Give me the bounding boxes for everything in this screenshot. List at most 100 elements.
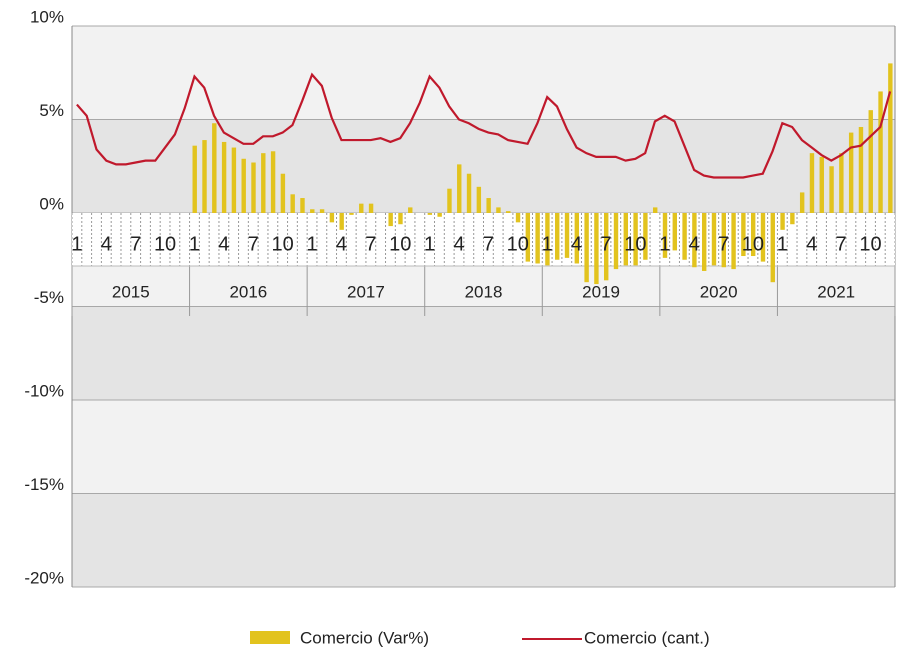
bar: [809, 153, 815, 213]
x-tick-label: 1: [306, 233, 317, 255]
x-tick-label: 7: [483, 233, 494, 255]
bar: [359, 203, 364, 213]
bar: [310, 209, 315, 213]
bar: [300, 198, 305, 213]
bar: [643, 213, 648, 260]
bar: [564, 213, 570, 258]
bar: [868, 110, 873, 213]
bar: [819, 156, 824, 213]
bar: [741, 213, 746, 257]
x-tick-label: 7: [600, 233, 611, 255]
y-tick-label: -5%: [34, 288, 64, 307]
bar: [829, 166, 834, 213]
bar: [672, 213, 678, 251]
bar: [408, 207, 413, 213]
x-tick-label: 10: [272, 233, 294, 255]
y-tick-label: -15%: [24, 475, 64, 494]
y-tick-label: 5%: [39, 101, 64, 120]
bar: [790, 213, 795, 225]
bar: [261, 153, 266, 213]
bar: [437, 213, 442, 217]
bar: [496, 207, 501, 213]
bar: [251, 162, 256, 213]
x-tick-label: 1: [777, 233, 788, 255]
bar: [290, 194, 295, 213]
bar: [633, 213, 638, 266]
bar: [584, 213, 589, 283]
bar: [457, 164, 462, 213]
x-tick-label: 7: [130, 233, 141, 255]
x-tick-label: 10: [859, 233, 881, 255]
year-label: 2021: [817, 282, 855, 301]
bar: [750, 213, 756, 257]
bar: [231, 147, 237, 213]
plot-band: [72, 493, 895, 587]
bar: [388, 213, 393, 227]
x-tick-label: 1: [189, 233, 200, 255]
bar: [692, 213, 697, 268]
x-tick-label: 7: [248, 233, 259, 255]
x-tick-label: 10: [742, 233, 764, 255]
plot-band: [72, 119, 895, 213]
bar: [525, 213, 531, 262]
bar: [192, 145, 197, 213]
x-tick-label: 10: [507, 233, 529, 255]
bar: [662, 213, 668, 258]
y-tick-label: 10%: [30, 7, 64, 26]
x-tick-label: 1: [71, 233, 82, 255]
bar: [623, 213, 629, 266]
bar: [339, 213, 344, 230]
bar: [839, 153, 844, 213]
year-label: 2017: [347, 282, 385, 301]
plot-band: [72, 400, 895, 494]
bar: [878, 91, 883, 213]
y-tick-label: -20%: [24, 568, 64, 587]
y-tick-label: 0%: [39, 194, 64, 213]
x-tick-label: 7: [365, 233, 376, 255]
year-label: 2018: [465, 282, 503, 301]
x-tick-label: 4: [689, 233, 700, 255]
legend-label: Comercio (Var%): [300, 628, 429, 647]
bar: [574, 213, 580, 264]
bar: [466, 173, 472, 213]
bar: [280, 173, 286, 213]
bar: [770, 213, 775, 283]
bar: [848, 132, 854, 213]
legend-label: Comercio (cant.): [584, 628, 710, 647]
y-tick-label: -10%: [24, 381, 64, 400]
x-tick-label: 4: [218, 233, 229, 255]
bar: [721, 213, 726, 268]
bar: [212, 123, 217, 213]
bar: [368, 203, 374, 213]
bar: [731, 213, 736, 270]
bar: [799, 192, 805, 213]
bar: [652, 207, 658, 213]
bar: [506, 211, 511, 213]
bar: [682, 213, 687, 260]
bar: [888, 63, 893, 214]
bar: [202, 140, 207, 213]
x-tick-label: 4: [453, 233, 464, 255]
bar: [486, 198, 491, 213]
x-tick-label: 10: [624, 233, 646, 255]
bar: [760, 213, 766, 262]
bar: [613, 213, 619, 270]
legend-swatch: [250, 631, 290, 644]
x-tick-label: 1: [542, 233, 553, 255]
bar: [476, 186, 482, 213]
year-label: 2019: [582, 282, 620, 301]
year-label: 2016: [229, 282, 267, 301]
plot-band: [72, 306, 895, 400]
bar: [701, 213, 707, 271]
x-tick-label: 4: [336, 233, 347, 255]
bar: [594, 213, 599, 285]
bar: [604, 213, 609, 281]
x-tick-label: 4: [806, 233, 817, 255]
bar: [858, 126, 864, 213]
plot-band: [72, 26, 895, 120]
bar: [555, 213, 560, 260]
x-tick-label: 7: [718, 233, 729, 255]
bar: [515, 213, 521, 223]
x-tick-label: 4: [571, 233, 582, 255]
bar: [349, 213, 354, 215]
